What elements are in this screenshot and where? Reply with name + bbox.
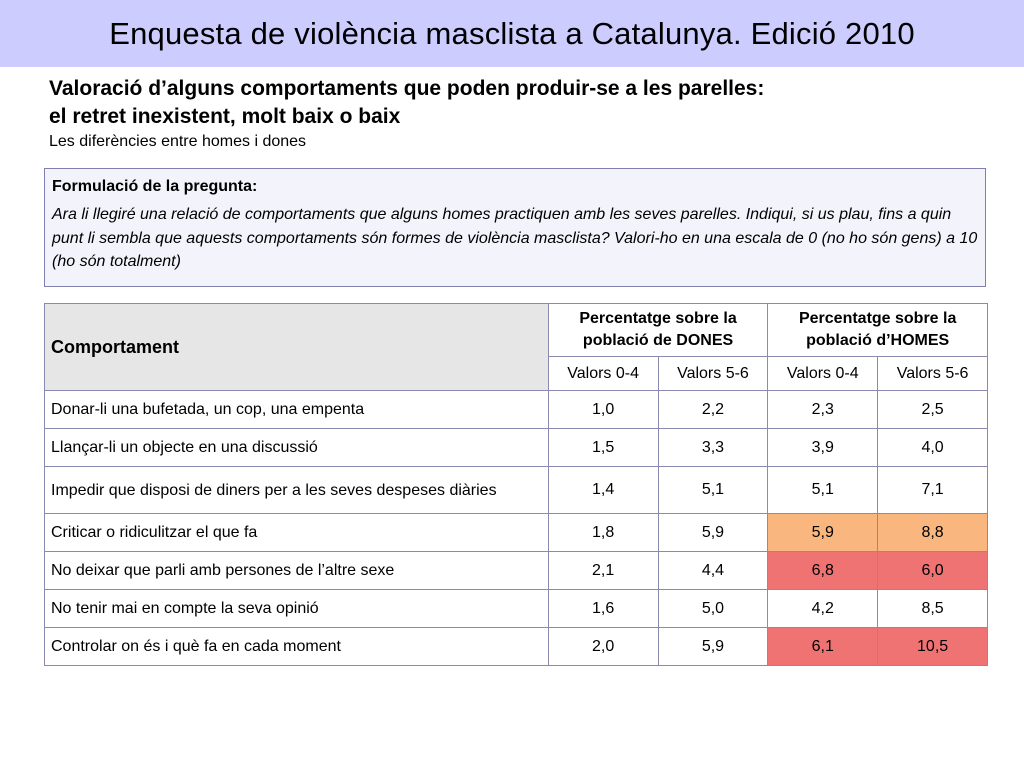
title-bar: Enquesta de violència masclista a Catalu… — [0, 0, 1024, 67]
cell-value: 4,4 — [657, 551, 769, 590]
heading-subtitle: Les diferències entre homes i dones — [49, 133, 307, 150]
cell-value: 1,0 — [547, 390, 659, 429]
table-row: No deixar que parli amb persones de l’al… — [44, 551, 988, 590]
cell-value: 7,1 — [877, 466, 988, 514]
header-women: Percentatge sobre la població de DONES — [547, 303, 769, 357]
cell-value: 6,0 — [877, 551, 988, 590]
question-label: Formulació de la pregunta: — [52, 178, 258, 195]
row-label: Controlar on és i què fa en cada moment — [44, 627, 549, 666]
table-row: No tenir mai en compte la seva opinió 1,… — [44, 589, 988, 628]
row-label: No tenir mai en compte la seva opinió — [44, 589, 549, 628]
cell-value: 2,5 — [877, 390, 988, 429]
subheader-men-0-4: Valors 0-4 — [767, 356, 879, 391]
section-heading: Valoració d’alguns comportaments que pod… — [49, 75, 999, 152]
header-behaviour: Comportament — [44, 303, 549, 391]
question-text: Ara li llegiré una relació de comportame… — [52, 206, 978, 270]
cell-value: 1,8 — [547, 513, 659, 552]
cell-value: 3,3 — [657, 428, 769, 467]
header-men: Percentatge sobre la població d’HOMES — [767, 303, 988, 357]
row-label: Llançar-li un objecte en una discussió — [44, 428, 549, 467]
cell-value: 8,8 — [877, 513, 988, 552]
cell-value: 1,5 — [547, 428, 659, 467]
cell-value: 5,1 — [767, 466, 879, 514]
cell-value: 5,0 — [657, 589, 769, 628]
cell-value: 8,5 — [877, 589, 988, 628]
row-label: No deixar que parli amb persones de l’al… — [44, 551, 549, 590]
page-title: Enquesta de violència masclista a Catalu… — [109, 15, 915, 51]
cell-value: 2,1 — [547, 551, 659, 590]
table-row: Impedir que disposi de diners per a les … — [44, 466, 988, 514]
results-table: Comportament Percentatge sobre la poblac… — [44, 303, 988, 666]
cell-value: 2,3 — [767, 390, 879, 429]
cell-value: 2,2 — [657, 390, 769, 429]
cell-value: 5,1 — [657, 466, 769, 514]
question-box: Formulació de la pregunta: Ara li llegir… — [44, 168, 986, 287]
row-label: Criticar o ridiculitzar el que fa — [44, 513, 549, 552]
cell-value: 2,0 — [547, 627, 659, 666]
cell-value: 10,5 — [877, 627, 988, 666]
table-row: Controlar on és i què fa en cada moment … — [44, 627, 988, 666]
cell-value: 5,9 — [657, 513, 769, 552]
cell-value: 4,0 — [877, 428, 988, 467]
heading-line-1: Valoració d’alguns comportaments que pod… — [49, 77, 765, 100]
subheader-women-5-6: Valors 5-6 — [657, 356, 769, 391]
cell-value: 1,6 — [547, 589, 659, 628]
cell-value: 5,9 — [657, 627, 769, 666]
cell-value: 6,8 — [767, 551, 879, 590]
cell-value: 3,9 — [767, 428, 879, 467]
cell-value: 4,2 — [767, 589, 879, 628]
subheader-women-0-4: Valors 0-4 — [547, 356, 659, 391]
table-row: Criticar o ridiculitzar el que fa 1,8 5,… — [44, 513, 988, 552]
row-label: Donar-li una bufetada, un cop, una empen… — [44, 390, 549, 429]
heading-line-2: el retret inexistent, molt baix o baix — [49, 105, 401, 128]
table-row: Donar-li una bufetada, un cop, una empen… — [44, 390, 988, 429]
row-label: Impedir que disposi de diners per a les … — [44, 466, 549, 514]
table-row: Llançar-li un objecte en una discussió 1… — [44, 428, 988, 467]
cell-value: 6,1 — [767, 627, 879, 666]
subheader-men-5-6: Valors 5-6 — [877, 356, 988, 391]
cell-value: 1,4 — [547, 466, 659, 514]
cell-value: 5,9 — [767, 513, 879, 552]
